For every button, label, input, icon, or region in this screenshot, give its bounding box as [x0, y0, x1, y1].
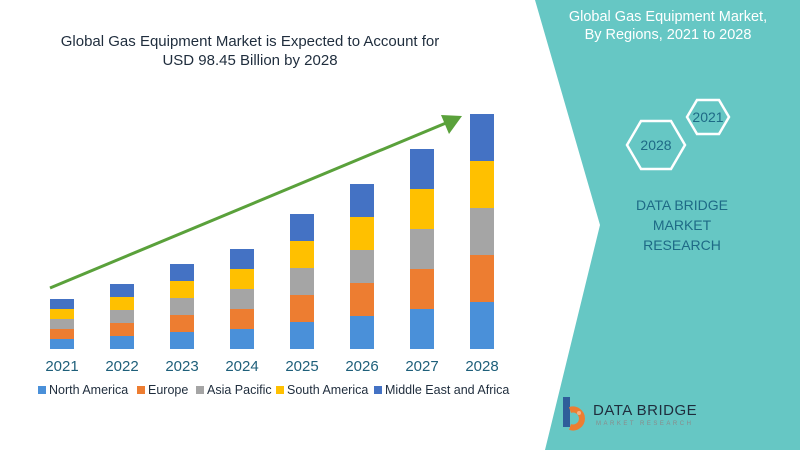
side-panel — [535, 0, 800, 450]
bar-2021-europe — [50, 329, 74, 339]
bar-2021-middle-east-and-africa — [50, 299, 74, 309]
bar-2022-middle-east-and-africa — [110, 284, 134, 297]
bar-2024-europe — [230, 309, 254, 329]
bar-2025-asia-pacific — [290, 268, 314, 295]
bar-2027-europe — [410, 269, 434, 309]
x-tick-label-2023: 2023 — [165, 358, 199, 375]
bar-2023-asia-pacific — [170, 298, 194, 315]
brand-line2: RESEARCH — [643, 237, 721, 253]
bar-2023-north-america — [170, 332, 194, 349]
bar-2027-north-america — [410, 309, 434, 349]
hex-2028-outline — [625, 119, 687, 171]
legend-label-middle-east-and-africa: Middle East and Africa — [385, 383, 509, 397]
x-tick-label-2024: 2024 — [225, 358, 259, 375]
bar-2023-middle-east-and-africa — [170, 264, 194, 281]
bar-2025-europe — [290, 295, 314, 322]
bar-2027-middle-east-and-africa — [410, 149, 434, 189]
bar-2026-north-america — [350, 316, 374, 349]
bar-2026-south-america — [350, 217, 374, 250]
bar-2028-south-america — [470, 161, 494, 208]
hex-2021-outline — [685, 98, 731, 136]
bar-2025-south-america — [290, 241, 314, 268]
hex-year-2021: 2021 — [692, 109, 723, 125]
bar-2025-north-america — [290, 322, 314, 349]
bar-2021-asia-pacific — [50, 319, 74, 329]
x-tick-label-2025: 2025 — [285, 358, 319, 375]
logo-name: DATA BRIDGE — [593, 402, 698, 419]
growth-arrow — [49, 121, 447, 290]
hex-year-2028: 2028 — [640, 137, 671, 153]
x-tick-label-2021: 2021 — [45, 358, 79, 375]
bar-2027-south-america — [410, 189, 434, 229]
bar-2024-asia-pacific — [230, 289, 254, 309]
bar-2024-middle-east-and-africa — [230, 249, 254, 269]
bar-2022-asia-pacific — [110, 310, 134, 323]
bar-2023-europe — [170, 315, 194, 332]
growth-arrow-head — [441, 115, 462, 134]
bar-2028-north-america — [470, 302, 494, 349]
legend-swatch-europe — [137, 386, 145, 394]
legend-swatch-asia-pacific — [196, 386, 204, 394]
panel-title-line2: By Regions, 2021 to 2028 — [584, 27, 752, 43]
bar-2026-asia-pacific — [350, 250, 374, 283]
bar-2024-south-america — [230, 269, 254, 289]
panel-title-line1: Global Gas Equipment Market, — [568, 9, 768, 25]
bar-2028-middle-east-and-africa — [470, 114, 494, 161]
x-tick-label-2027: 2027 — [405, 358, 439, 375]
bar-2022-south-america — [110, 297, 134, 310]
bar-2025-middle-east-and-africa — [290, 214, 314, 241]
legend-label-asia-pacific: Asia Pacific — [207, 383, 272, 397]
legend-swatch-north-america — [38, 386, 46, 394]
legend-swatch-middle-east-and-africa — [374, 386, 382, 394]
chart-title: Global Gas Equipment Market is Expected … — [40, 32, 460, 70]
legend-label-europe: Europe — [148, 383, 188, 397]
x-tick-label-2026: 2026 — [345, 358, 379, 375]
bar-2026-middle-east-and-africa — [350, 184, 374, 217]
logo-tagline: MARKET RESEARCH — [596, 421, 694, 427]
bar-2021-south-america — [50, 309, 74, 319]
bars-group — [50, 114, 494, 349]
bar-2023-south-america — [170, 281, 194, 298]
legend: North America Europe Asia Pacific South Ame… — [38, 383, 509, 397]
panel-title: Global Gas Equipment Market, By Regions,… — [548, 8, 788, 44]
chart-title-line2: USD 98.45 Billion by 2028 — [162, 52, 338, 69]
bar-2028-europe — [470, 255, 494, 302]
legend-label-south-america: South America — [287, 383, 368, 397]
legend-swatch-south-america — [276, 386, 284, 394]
x-tick-label-2028: 2028 — [465, 358, 499, 375]
brand-line1: DATA BRIDGE MARKET — [635, 197, 729, 233]
logo-mark-icon — [563, 397, 585, 431]
chart-title-line1: Global Gas Equipment Market is Expected … — [60, 33, 440, 50]
bar-2027-asia-pacific — [410, 229, 434, 269]
bar-2022-europe — [110, 323, 134, 336]
bar-2028-asia-pacific — [470, 208, 494, 255]
x-tick-label-2022: 2022 — [105, 358, 139, 375]
bar-2021-north-america — [50, 339, 74, 349]
brand-text: DATA BRIDGE MARKET RESEARCH — [612, 195, 752, 255]
bar-2022-north-america — [110, 336, 134, 349]
bar-2024-north-america — [230, 329, 254, 349]
legend-label-north-america: North America — [49, 383, 128, 397]
bar-2026-europe — [350, 283, 374, 316]
